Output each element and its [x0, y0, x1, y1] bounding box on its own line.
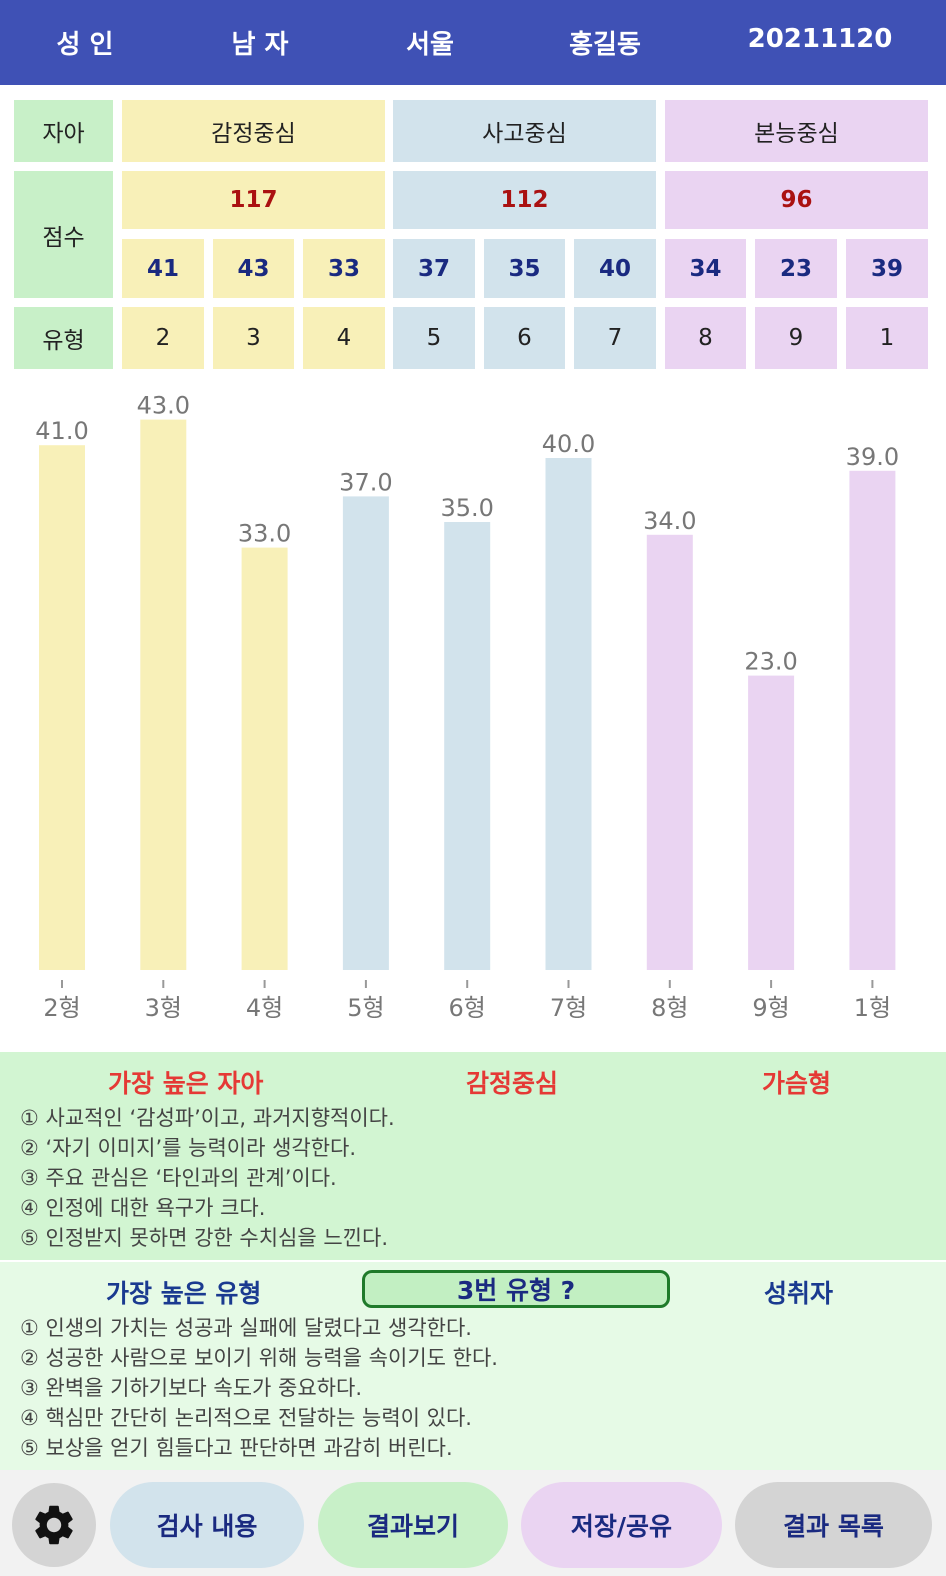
center-thinking: 사고중심 — [393, 100, 656, 162]
results-list-button[interactable]: 결과 목록 — [735, 1482, 932, 1568]
chart-category-label: 1형 — [854, 994, 891, 1022]
type-number-9: 9 — [755, 307, 837, 369]
type-score-2: 41 — [122, 239, 204, 298]
app-header: 성 인 남 자 서울 홍길동 20211120 — [0, 0, 946, 85]
row-label-ego: 자아 — [14, 100, 113, 162]
type-line-4: ④ 핵심만 간단히 논리적으로 전달하는 능력이 있다. — [20, 1406, 472, 1430]
test-content-button[interactable]: 검사 내용 — [110, 1482, 304, 1568]
type-number-7: 7 — [574, 307, 656, 369]
chart-category-label: 7형 — [550, 994, 587, 1022]
center-instinct: 본능중심 — [665, 100, 928, 162]
ego-panel-title: 가장 높은 자아 — [108, 1069, 264, 1098]
chart-category-label: 8형 — [651, 994, 688, 1022]
chart-value-label: 41.0 — [35, 417, 88, 445]
type-number-8: 8 — [665, 307, 746, 369]
type-score-bar-chart: 41.0 2형 43.0 3형 33.0 4형 37.0 5형 35.0 6형 40.0 7형 34.0… — [35, 392, 899, 1022]
chart-category-label: 5형 — [347, 994, 384, 1022]
type-score-3: 43 — [213, 239, 294, 298]
row-label-type: 유형 — [14, 307, 113, 369]
type-line-5: ⑤ 보상을 얻기 힘들다고 판단하면 과감히 버린다. — [20, 1436, 453, 1460]
chart-category-label: 2형 — [43, 994, 80, 1022]
chart-value-label: 43.0 — [137, 392, 190, 420]
chart-category-label: 6형 — [449, 994, 486, 1022]
total-instinct: 96 — [665, 171, 928, 229]
ego-panel-kind: 가슴형 — [762, 1069, 832, 1098]
chart-bar — [444, 522, 491, 970]
ego-line-5: ⑤ 인정받지 못하면 강한 수치심을 느낀다. — [20, 1226, 388, 1250]
type-score-4: 33 — [303, 239, 385, 298]
chart-bar — [748, 675, 795, 970]
chart-value-label: 35.0 — [440, 494, 493, 522]
chart-bar — [342, 496, 389, 970]
type-line-3: ③ 완벽을 기하기보다 속도가 중요하다. — [20, 1376, 363, 1400]
chart-category-label: 4형 — [246, 994, 283, 1022]
chart-bar — [39, 445, 85, 970]
settings-button[interactable] — [12, 1483, 96, 1567]
ego-line-2: ② ‘자기 이미지’를 능력이라 생각한다. — [20, 1136, 357, 1160]
type-panel-title: 가장 높은 유형 — [106, 1279, 262, 1308]
type-number-2: 2 — [122, 307, 204, 369]
type-number-1: 1 — [846, 307, 928, 369]
chart-bar — [849, 470, 896, 970]
total-emotion: 117 — [122, 171, 385, 229]
chart-value-label: 23.0 — [744, 648, 797, 676]
user-name: 홍길동 — [569, 30, 641, 60]
row-label-score: 점수 — [14, 171, 113, 298]
chart-category-label: 3형 — [145, 994, 182, 1022]
type-score-1: 39 — [846, 239, 928, 298]
chart-bar — [241, 547, 288, 970]
chart-category-label: 9형 — [752, 994, 789, 1022]
chart-value-label: 33.0 — [238, 520, 291, 548]
ego-line-4: ④ 인정에 대한 욕구가 크다. — [20, 1196, 266, 1220]
type-score-9: 23 — [755, 239, 837, 298]
age-group: 성 인 — [56, 30, 114, 60]
type-line-1: ① 인생의 가치는 성공과 실패에 달렸다고 생각한다. — [20, 1316, 472, 1340]
gender: 남 자 — [231, 30, 289, 60]
type-number-6: 6 — [484, 307, 565, 369]
chart-value-label: 40.0 — [542, 430, 595, 458]
gear-icon — [35, 1505, 73, 1545]
type-score-5: 37 — [393, 239, 475, 298]
ego-panel-center: 감정중심 — [466, 1069, 559, 1098]
type-score-6: 35 — [484, 239, 565, 298]
save-share-button[interactable]: 저장/공유 — [521, 1482, 722, 1568]
chart-bar — [646, 534, 693, 970]
highest-type-panel: 가장 높은 유형 3번 유형 ? 성취자 ① 인생의 가치는 성공과 실패에 달… — [0, 1262, 946, 1470]
highest-ego-panel: 가장 높은 자아 감정중심 가슴형 ① 사교적인 ‘감성파’이고, 과거지향적이… — [0, 1052, 946, 1260]
type-number-3: 3 — [213, 307, 294, 369]
ego-line-3: ③ 주요 관심은 ‘타인과의 관계’이다. — [20, 1166, 337, 1190]
chart-value-label: 37.0 — [339, 468, 392, 496]
chart-value-label: 39.0 — [846, 443, 899, 471]
ego-line-1: ① 사교적인 ‘감성파’이고, 과거지향적이다. — [20, 1106, 395, 1130]
type-number-5: 5 — [393, 307, 475, 369]
type-score-8: 34 — [665, 239, 746, 298]
type-score-7: 40 — [574, 239, 656, 298]
test-date: 20211120 — [747, 24, 893, 54]
type-panel-name: 성취자 — [764, 1279, 834, 1308]
type-detail-button[interactable]: 3번 유형 ? — [362, 1270, 670, 1308]
view-results-button[interactable]: 결과보기 — [318, 1482, 508, 1568]
type-line-2: ② 성공한 사람으로 보이기 위해 능력을 속이기도 한다. — [20, 1346, 498, 1370]
chart-value-label: 34.0 — [643, 507, 696, 535]
region: 서울 — [406, 30, 454, 60]
chart-bar — [140, 419, 187, 971]
type-number-4: 4 — [303, 307, 385, 369]
chart-bar — [545, 458, 592, 970]
total-thinking: 112 — [393, 171, 656, 229]
center-emotion: 감정중심 — [122, 100, 385, 162]
bottom-action-bar: 검사 내용 결과보기 저장/공유 결과 목록 — [0, 1470, 946, 1576]
